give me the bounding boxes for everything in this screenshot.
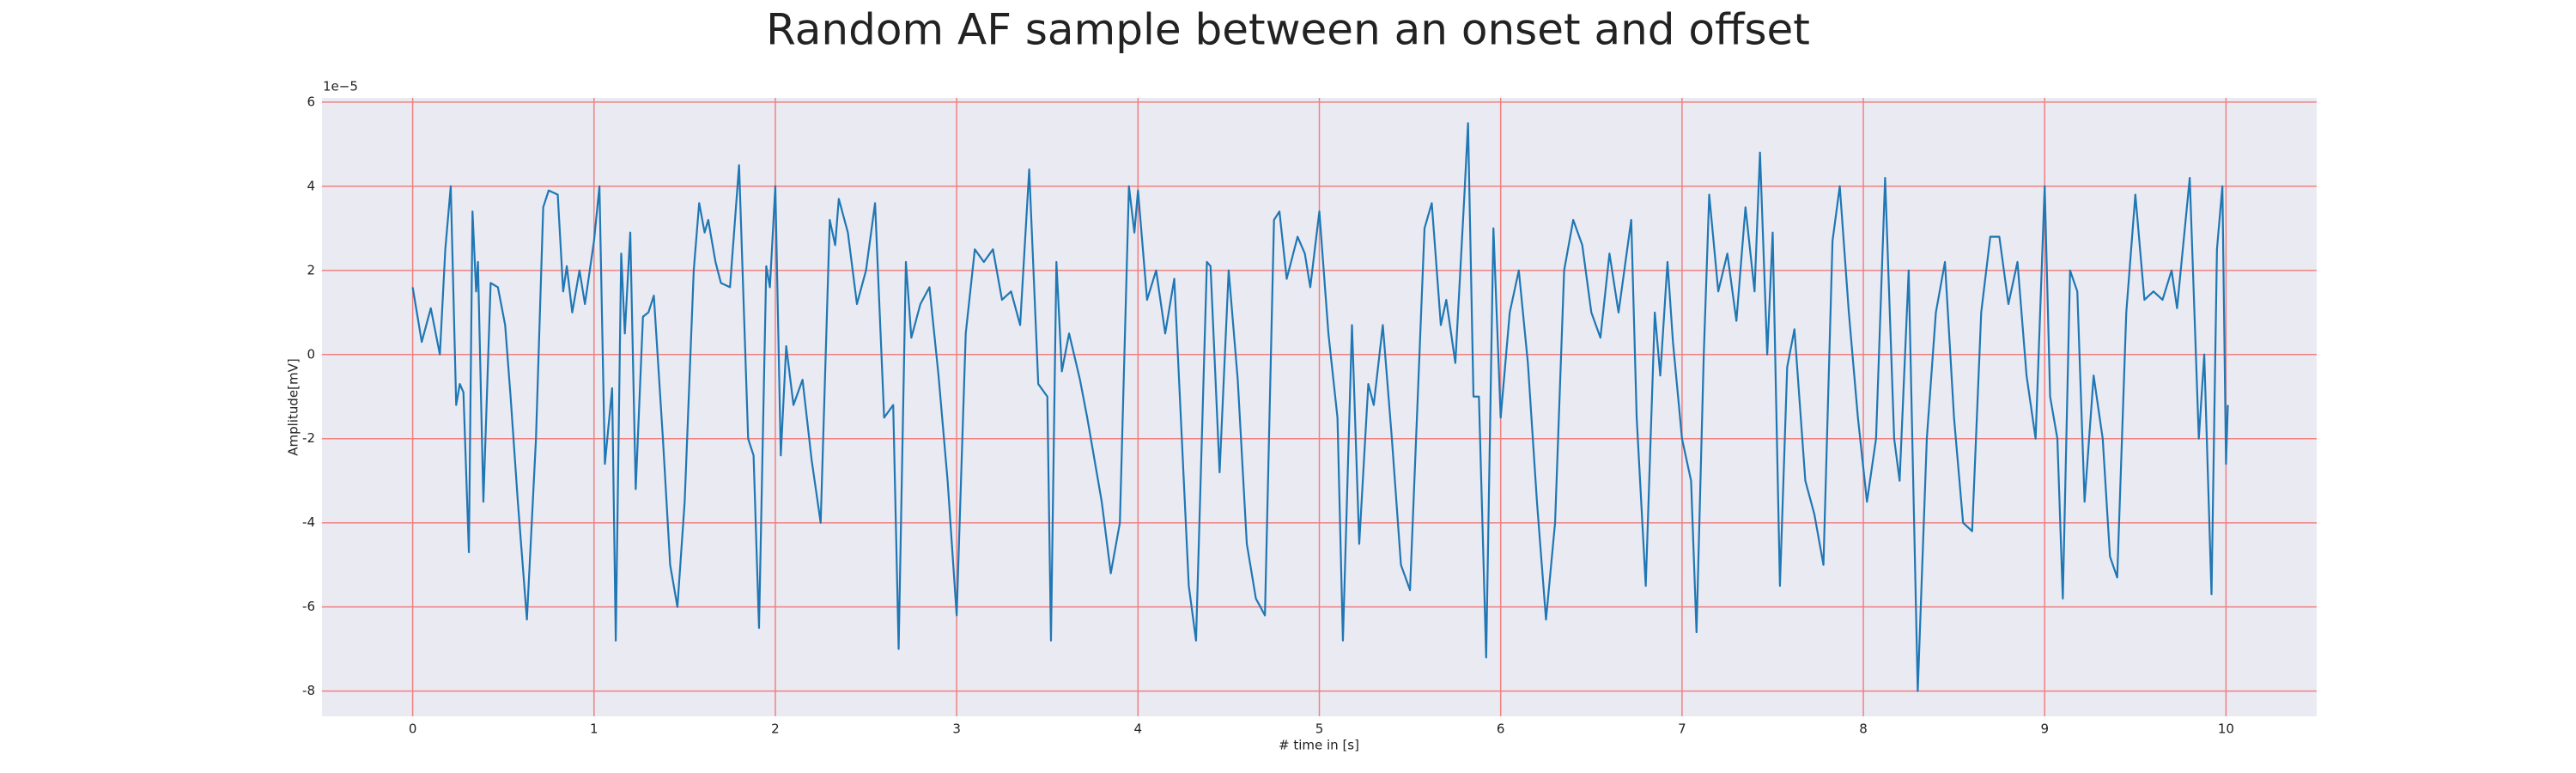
x-tick-label: 9 (2040, 721, 2049, 737)
x-axis-label: # time in [s] (1279, 738, 1359, 753)
y-tick-label: 4 (307, 178, 315, 193)
x-tick-label: 1 (590, 721, 598, 737)
x-tick-label: 4 (1134, 721, 1143, 737)
y-tick-label: -8 (302, 683, 315, 698)
y-tick-label: -2 (302, 430, 315, 446)
x-tick-label: 8 (1859, 721, 1868, 737)
y-tick-label: 2 (307, 262, 315, 277)
x-tick-label: 2 (771, 721, 780, 737)
x-tick-label: 7 (1678, 721, 1686, 737)
y-axis-label: Amplitude[mV] (286, 358, 301, 455)
y-tick-label: -6 (302, 599, 315, 614)
y-tick-label: 6 (307, 94, 315, 109)
x-tick-label: 6 (1497, 721, 1505, 737)
y-offset-label: 1e−5 (323, 79, 358, 94)
signal-line (411, 122, 2229, 692)
x-tick-label: 0 (409, 721, 417, 737)
y-tick-label: -4 (302, 514, 315, 530)
x-tick-label: 5 (1315, 721, 1324, 737)
chart-title: Random AF sample between an onset and of… (766, 5, 1810, 55)
y-tick-label: 0 (307, 346, 315, 362)
x-tick-label: 10 (2218, 721, 2234, 737)
x-tick-label: 3 (952, 721, 961, 737)
